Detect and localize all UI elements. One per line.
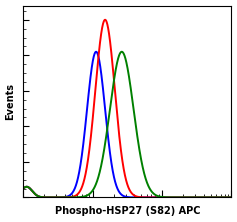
Y-axis label: Events: Events: [5, 83, 16, 120]
X-axis label: Phospho-HSP27 (S82) APC: Phospho-HSP27 (S82) APC: [55, 206, 200, 216]
